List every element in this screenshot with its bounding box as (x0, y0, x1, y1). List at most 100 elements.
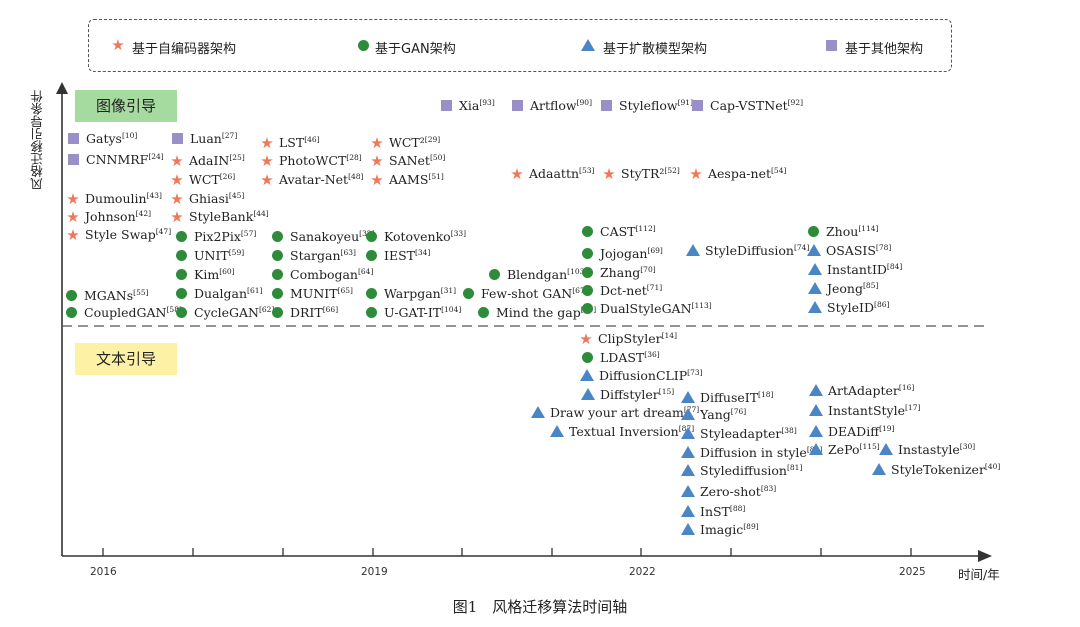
triangle-marker-icon (809, 404, 823, 416)
method-ref: [43] (146, 191, 162, 200)
x-axis-ticks (102, 548, 912, 556)
method-name: ClipStyler (598, 331, 662, 346)
square-marker-icon (441, 100, 452, 111)
method-label: CoupledGAN[58] (84, 305, 182, 320)
method-label: IEST[34] (384, 248, 430, 263)
image-guided-band: 图像引导 (75, 90, 177, 122)
method-ref: [64] (357, 267, 374, 276)
star-marker-icon: ★ (370, 134, 384, 152)
method-name: DualStyleGAN (600, 301, 692, 316)
method-ref: [58] (166, 305, 182, 314)
method-ref: [38] (781, 426, 797, 435)
method-label: DualStyleGAN[113] (600, 301, 712, 316)
method-ref: [76] (730, 407, 747, 416)
method-name: Few-shot GAN (481, 286, 573, 301)
method-label: CNNMRF[24] (86, 152, 164, 167)
method-label: Pix2Pix[57] (194, 229, 256, 244)
method-ref: [90] (576, 98, 592, 107)
triangle-marker-icon (681, 485, 695, 497)
method-ref: [113] (691, 301, 712, 310)
method-ref: [34] (414, 248, 431, 257)
method-name: Combogan (290, 267, 358, 282)
legend-label-autoencoder: 基于自编码器架构 (132, 42, 237, 57)
method-name: Stargan (290, 248, 341, 263)
star-marker-icon: ★ (260, 134, 274, 152)
method-ref: [25] (229, 153, 245, 162)
star-marker-icon: ★ (689, 165, 703, 183)
method-name: StyleBank (189, 209, 254, 224)
method-label: DEADiff[19] (828, 424, 894, 439)
method-ref: [46] (304, 135, 320, 144)
triangle-marker-icon (809, 425, 823, 437)
method-ref: [50] (429, 153, 446, 162)
method-ref: [92] (787, 98, 804, 107)
method-label: StyleDiffusion[74] (705, 243, 809, 258)
method-label: Kotovenko[33] (384, 229, 466, 244)
method-name: Dumoulin (85, 191, 147, 206)
method-ref: [53] (579, 166, 595, 175)
method-label: Cap-VSTNet[92] (710, 98, 803, 113)
method-name: CycleGAN (194, 305, 259, 320)
method-ref: [45] (228, 191, 245, 200)
legend-label-other: 基于其他架构 (845, 42, 924, 57)
method-label: Instastyle[30] (898, 442, 975, 457)
method-name: MUNIT (290, 286, 338, 301)
triangle-marker-icon (807, 244, 821, 256)
method-name: WCT (189, 172, 220, 187)
method-ref: [89] (743, 522, 759, 531)
method-ref: [71] (646, 283, 663, 292)
method-ref: [42] (135, 209, 152, 218)
method-name: PhotoWCT (279, 153, 347, 168)
method-label: StyleTokenizer[40] (891, 462, 1000, 477)
method-name: Zero-shot (700, 484, 761, 499)
circle-marker-icon (176, 269, 187, 280)
method-label: DRIT[66] (290, 305, 338, 320)
method-name: Luan (190, 131, 222, 146)
circle-marker-icon (582, 352, 593, 363)
method-label: Artflow[90] (530, 98, 592, 113)
x-tick-2022: 2022 (629, 566, 656, 578)
method-name: Draw your art dream (550, 405, 684, 420)
method-label: LST[46] (279, 135, 320, 150)
method-name: Diffstyler (600, 387, 659, 402)
method-name: Textual Inversion (569, 424, 679, 439)
method-ref: [104] (441, 305, 462, 314)
method-ref: [67] (572, 286, 588, 295)
method-name: DRIT (290, 305, 323, 320)
circle-marker-icon (366, 307, 377, 318)
method-name: Style Swap (85, 227, 156, 242)
triangle-marker-icon (809, 384, 823, 396)
method-name: OSASIS (826, 243, 876, 258)
triangle-marker-icon (808, 301, 822, 313)
method-ref: [52] (664, 166, 680, 175)
method-label: AAMS[51] (389, 172, 444, 187)
star-marker-icon: ★ (370, 152, 384, 170)
method-name: DiffusionCLIP (599, 368, 688, 383)
circle-marker-icon (176, 307, 187, 318)
triangle-marker-icon (879, 443, 893, 455)
method-ref: [18] (758, 390, 774, 399)
square-marker-icon (601, 100, 612, 111)
method-label: Diffusion in style[80] (700, 445, 822, 460)
method-name: Kim (194, 267, 220, 282)
method-label: Stargan[63] (290, 248, 356, 263)
circle-marker-icon (582, 303, 593, 314)
method-name: SANet (389, 153, 430, 168)
method-label: Textual Inversion[87] (569, 424, 694, 439)
method-label: Warpgan[31] (384, 286, 456, 301)
star-marker-icon: ★ (260, 171, 274, 189)
method-ref: [83] (760, 484, 777, 493)
triangle-marker-icon (681, 408, 695, 420)
method-ref: [59] (228, 248, 245, 257)
method-label: DiffuseIT[18] (700, 390, 773, 405)
method-ref: [78] (875, 243, 892, 252)
method-label: Xia[93] (459, 98, 495, 113)
triangle-marker-icon (808, 282, 822, 294)
circle-marker-icon (272, 250, 283, 261)
method-ref: [114] (858, 224, 879, 233)
method-name: Xia (459, 98, 480, 113)
method-name: Aespa-net (708, 166, 771, 181)
method-label: CAST[112] (600, 224, 656, 239)
